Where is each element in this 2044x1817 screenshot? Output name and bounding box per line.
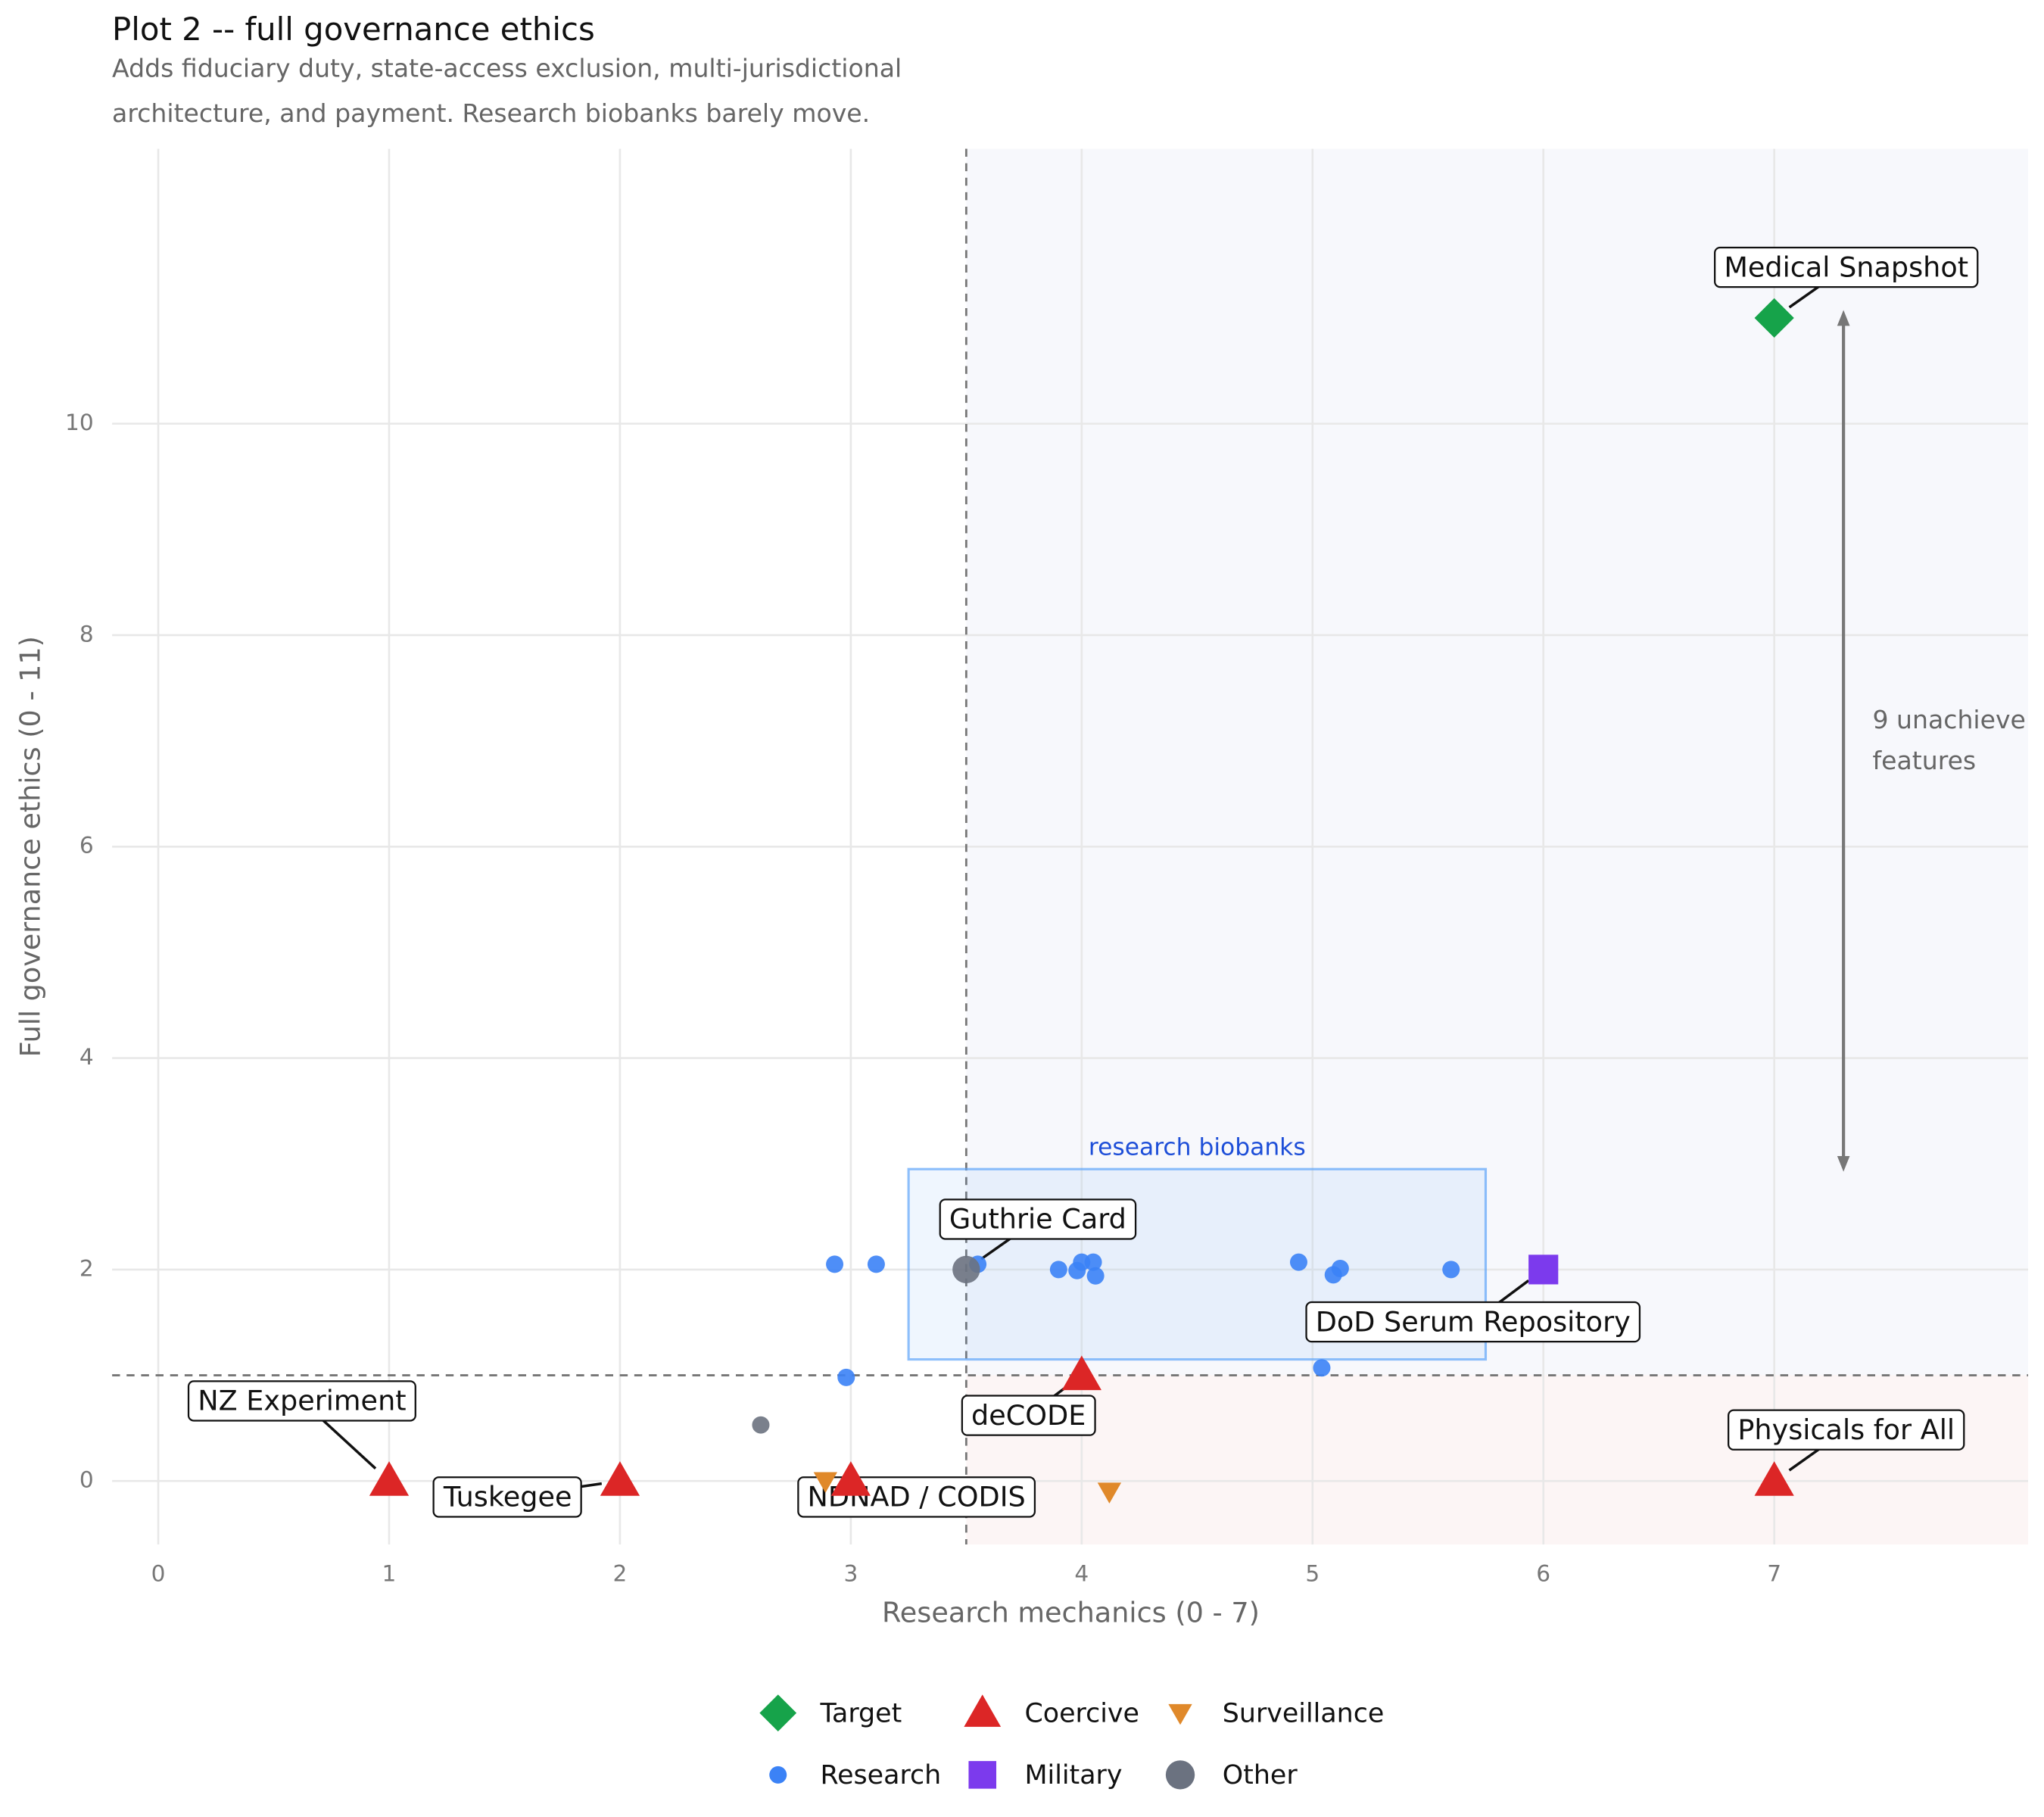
legend-label: Military [1024, 1760, 1122, 1791]
x-axis-title: Research mechanics (0 - 7) [882, 1597, 1260, 1629]
annotation-label: Tuskegee [443, 1481, 572, 1513]
point [1313, 1359, 1331, 1377]
y-tick-label: 4 [79, 1044, 94, 1070]
y-tick-label: 0 [79, 1467, 94, 1493]
annotation-label: DoD Serum Repository [1316, 1305, 1631, 1338]
point [1528, 1254, 1559, 1285]
legend-label: Other [1223, 1760, 1298, 1791]
range-arrow-label: features [1872, 746, 1976, 775]
legend-label: Research [820, 1760, 941, 1791]
annotation-box [1728, 1409, 1965, 1451]
legend-marker [769, 1766, 787, 1784]
point [1049, 1261, 1067, 1279]
point [837, 1368, 855, 1386]
annotation-box [187, 1380, 416, 1422]
point [1331, 1260, 1349, 1277]
point [813, 1472, 838, 1493]
point [952, 1255, 980, 1284]
chart-subtitle: architecture, and payment. Research biob… [112, 98, 870, 128]
y-tick-label: 2 [79, 1255, 94, 1281]
region-lower [966, 1375, 2029, 1544]
point [1084, 1253, 1102, 1271]
x-tick-label: 6 [1536, 1561, 1550, 1587]
annotation-box [1305, 1301, 1641, 1343]
annotation-box [432, 1476, 582, 1518]
x-tick-label: 5 [1305, 1561, 1320, 1587]
annotation-label: deCODE [971, 1399, 1086, 1432]
point [1442, 1261, 1460, 1279]
x-tick-label: 3 [843, 1561, 858, 1587]
point [1061, 1355, 1101, 1391]
y-tick-label: 8 [79, 621, 94, 647]
annotation-label: Physicals for All [1737, 1413, 1955, 1446]
range-arrow-label: 9 unachieve [1872, 705, 2025, 734]
point [369, 1461, 410, 1496]
annotation-box [961, 1395, 1096, 1436]
annotation-box [939, 1198, 1137, 1240]
point [752, 1416, 770, 1434]
legend-label: Target [819, 1698, 902, 1728]
point [1097, 1482, 1122, 1504]
y-tick-label: 6 [79, 833, 94, 859]
point [600, 1461, 640, 1496]
annotation-box [1714, 246, 1979, 288]
y-tick-label: 10 [65, 410, 94, 435]
legend-marker [964, 1694, 1002, 1727]
chart-title: Plot 2 -- full governance ethics [112, 11, 595, 48]
point [1289, 1253, 1307, 1271]
legend-marker [968, 1761, 997, 1789]
point [867, 1255, 885, 1273]
region-box-label: research biobanks [1089, 1133, 1306, 1161]
annotation-label: Guthrie Card [949, 1203, 1126, 1236]
legend-marker [1168, 1703, 1192, 1725]
legend-label: Surveillance [1223, 1698, 1385, 1728]
x-tick-label: 2 [613, 1561, 628, 1587]
region-upper [966, 148, 2029, 1376]
annotation-label: Medical Snapshot [1724, 251, 1968, 283]
annotation-label: NZ Experiment [198, 1385, 406, 1417]
point [1068, 1261, 1086, 1279]
chart-subtitle: Adds fiduciary duty, state-access exclus… [112, 54, 902, 83]
y-axis-title: Full governance ethics (0 - 11) [14, 636, 46, 1057]
point [1754, 1461, 1794, 1496]
point [826, 1255, 844, 1273]
legend-marker [1165, 1760, 1195, 1790]
plot-area: 9 unachieve features [112, 148, 2029, 1544]
legend-label: Coercive [1024, 1698, 1139, 1728]
x-tick-label: 7 [1767, 1561, 1781, 1587]
x-tick-label: 4 [1074, 1561, 1089, 1587]
point [830, 1461, 871, 1496]
x-tick-label: 0 [151, 1561, 166, 1587]
legend-marker [759, 1694, 797, 1731]
x-tick-label: 1 [382, 1561, 397, 1587]
point [1086, 1267, 1105, 1285]
